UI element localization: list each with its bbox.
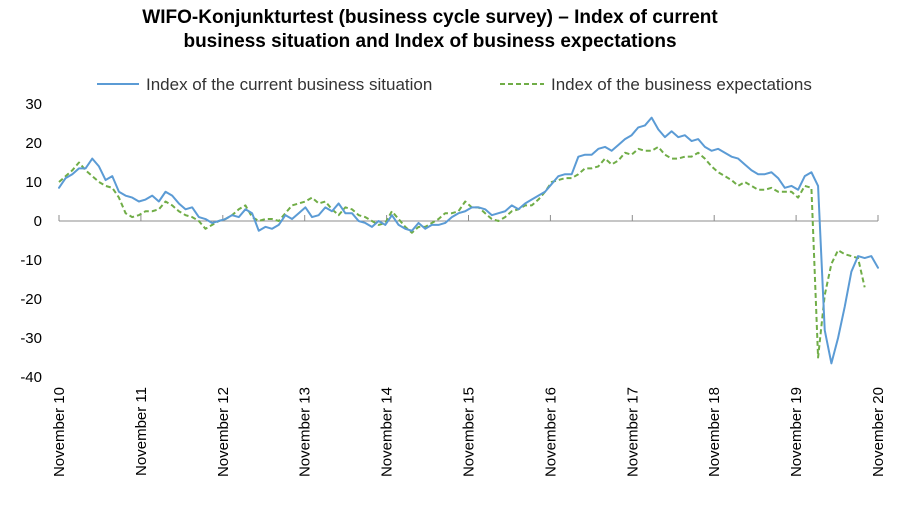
x-tick-label: November 17 [624, 387, 641, 477]
x-tick-label: November 18 [706, 387, 723, 477]
legend: Index of the current business situation I… [97, 75, 812, 94]
x-tick-label: November 15 [461, 387, 478, 477]
y-tick-label: -20 [20, 291, 42, 308]
series-line-current-situation [58, 116, 879, 365]
chart-title-line-2: business situation and Index of business… [183, 31, 677, 52]
x-axis-labels: November 10 November 11 November 12 Novembe… [51, 387, 887, 477]
series-line-business-expectations [58, 145, 866, 359]
x-tick-label: November 13 [297, 387, 314, 477]
chart-title: WIFO-Konjunkturtest (business cycle surv… [60, 6, 800, 54]
x-tick-label: November 14 [379, 387, 396, 477]
x-tick-label: November 11 [133, 387, 150, 476]
x-tick-label: November 16 [542, 387, 559, 477]
x-tick-label: November 10 [51, 387, 68, 477]
y-tick-label: 0 [34, 213, 42, 230]
y-tick-label: -40 [20, 369, 42, 386]
y-tick-label: 10 [25, 174, 42, 191]
y-tick-label: -10 [20, 252, 42, 269]
x-tick-label: November 12 [215, 387, 232, 477]
x-axis [58, 215, 879, 222]
x-tick-label: November 20 [870, 387, 887, 477]
y-tick-label: -30 [20, 330, 42, 347]
chart-title-line-1: WIFO-Konjunkturtest (business cycle surv… [142, 7, 718, 28]
series-lines [58, 116, 879, 365]
legend-label-business-expectations: Index of the business expectations [551, 75, 812, 94]
y-tick-label: 30 [25, 96, 42, 113]
legend-label-current-situation: Index of the current business situation [146, 75, 432, 94]
y-tick-label: 20 [25, 135, 42, 152]
x-tick-label: November 19 [788, 387, 805, 477]
y-axis-labels: 30 20 10 0 -10 -20 -30 -40 [20, 96, 42, 386]
